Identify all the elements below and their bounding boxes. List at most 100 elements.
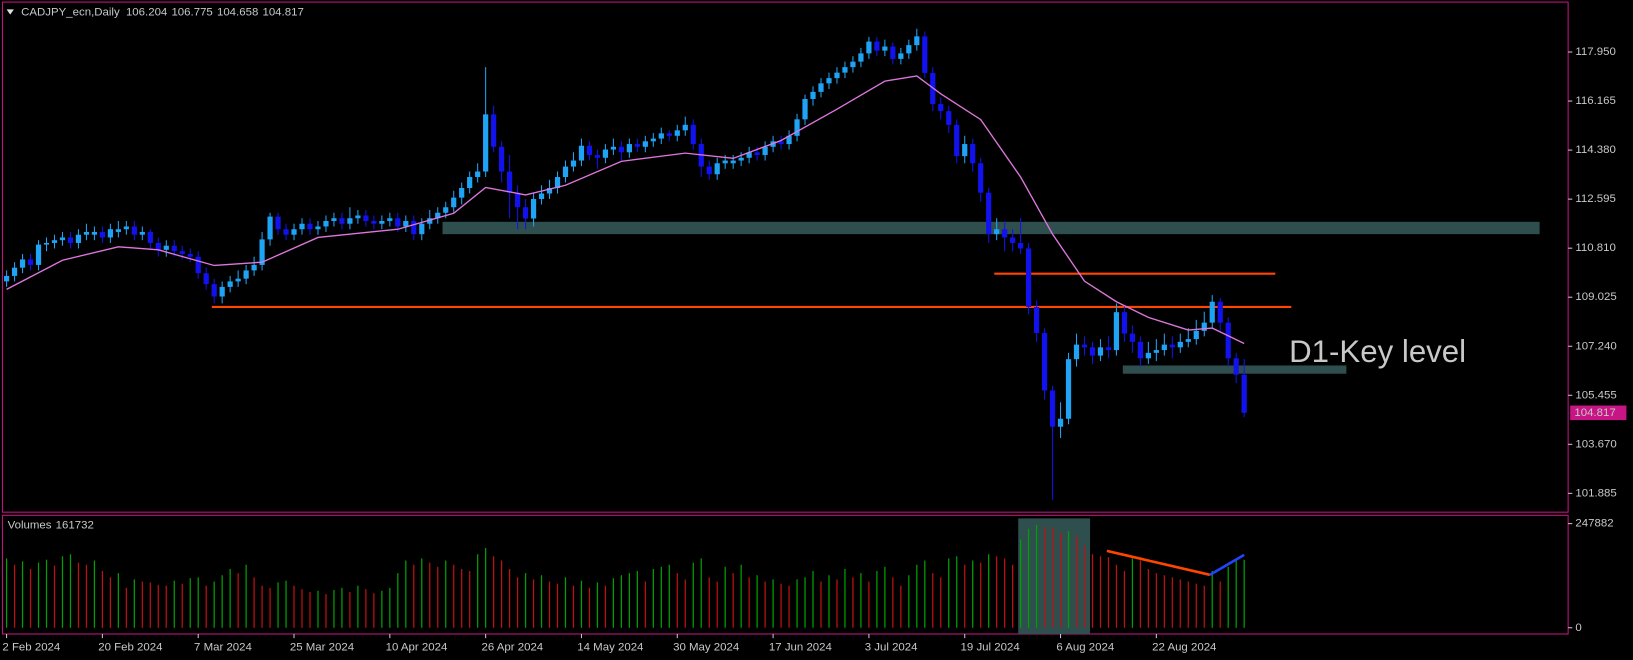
- candle-body: [3, 275, 10, 282]
- candle-body: [938, 103, 944, 112]
- volume-tick-label: 247882: [1575, 518, 1613, 530]
- volume-pane-border: [1, 514, 1569, 635]
- candle-body: [722, 160, 728, 164]
- candle-body: [650, 138, 656, 142]
- candle-body: [483, 114, 489, 172]
- candle-body: [554, 177, 561, 189]
- candle-body: [283, 229, 289, 235]
- candle-body: [347, 218, 353, 224]
- candle-body: [499, 146, 505, 172]
- candle-body: [898, 53, 904, 59]
- candle-body: [1145, 352, 1151, 359]
- candle-body: [387, 218, 393, 221]
- candle-body: [1002, 229, 1008, 238]
- candle-body: [794, 119, 800, 136]
- candle-body: [1089, 347, 1096, 356]
- candle-body: [802, 98, 808, 120]
- candle-body: [419, 223, 425, 235]
- candle-body: [443, 207, 449, 213]
- close-value: 104.817: [262, 7, 303, 19]
- candle-body: [275, 216, 281, 230]
- symbol-menu-icon[interactable]: [6, 9, 14, 15]
- candle-body: [211, 284, 217, 297]
- candle-body: [674, 130, 680, 136]
- candle-body: [818, 83, 824, 92]
- candle-body: [1010, 237, 1016, 243]
- candle-body: [570, 160, 577, 167]
- x-tick-label: 19 Jul 2024: [961, 642, 1021, 654]
- candle-body: [610, 146, 617, 150]
- candle-body: [267, 216, 273, 240]
- x-tick-label: 26 Apr 2024: [481, 642, 543, 654]
- candle-body: [594, 155, 601, 158]
- candle-body: [179, 251, 185, 254]
- candle-body: [1025, 248, 1032, 307]
- candle-body: [139, 231, 145, 235]
- candle-body: [1041, 333, 1048, 391]
- candle-body: [259, 239, 265, 265]
- candle-body: [115, 229, 121, 232]
- candle-body: [834, 72, 840, 79]
- candle-body: [491, 114, 497, 147]
- symbol-title: CADJPY_ecn,Daily: [21, 7, 120, 19]
- x-tick-label: 3 Jul 2024: [865, 642, 918, 654]
- candle-body: [1185, 339, 1191, 342]
- candle-body: [395, 218, 401, 227]
- x-tick-label: 22 Aug 2024: [1152, 642, 1217, 654]
- candle-body: [163, 245, 169, 250]
- high-value: 106.775: [171, 7, 212, 19]
- candle-body: [1225, 322, 1231, 359]
- candle-body: [75, 234, 82, 243]
- candle-body: [435, 212, 441, 219]
- candle-body: [1129, 333, 1135, 342]
- candle-body: [11, 267, 18, 276]
- price-tag: [1570, 405, 1627, 421]
- candle-body: [219, 286, 225, 297]
- candle-body: [578, 145, 585, 161]
- x-tick-label: 17 Jun 2024: [769, 642, 833, 654]
- candle-body: [1033, 306, 1040, 334]
- candle-body: [514, 192, 521, 208]
- candle-body: [626, 144, 632, 153]
- candle-body: [315, 226, 321, 230]
- volume-trend-line: [1106, 549, 1211, 577]
- candle-body: [994, 229, 1000, 235]
- y-tick-label: 110.810: [1575, 242, 1616, 254]
- low-value: 104.658: [217, 7, 258, 19]
- candle-body: [906, 45, 912, 54]
- candle-body: [914, 36, 920, 46]
- y-tick-label: 116.165: [1575, 95, 1616, 107]
- header: CADJPY_ecn,Daily 106.204 106.775 104.658 104…: [21, 7, 304, 19]
- y-tick-label: 114.380: [1575, 144, 1616, 156]
- candle-body: [251, 264, 257, 271]
- candle-body: [954, 124, 960, 157]
- price-tag-label: 104.817: [1574, 407, 1615, 419]
- candle-body: [323, 220, 329, 227]
- y-tick-label: 107.240: [1575, 340, 1616, 352]
- moving-average: [6, 75, 1245, 345]
- candle-body: [187, 253, 193, 257]
- candle-body: [602, 149, 609, 158]
- x-tick-label: 30 May 2024: [673, 642, 740, 654]
- candle-body: [507, 171, 513, 193]
- candle-body: [27, 259, 34, 265]
- candle-body: [475, 171, 481, 178]
- candle-body: [658, 133, 664, 139]
- x-tick-label: 2 Feb 2024: [2, 642, 61, 654]
- y-tick-label: 109.025: [1575, 291, 1616, 303]
- candle-body: [91, 231, 98, 235]
- volume-header: Volumes 161732: [8, 520, 94, 532]
- candle-body: [1113, 312, 1120, 351]
- candle-body: [35, 244, 42, 265]
- candle-body: [746, 152, 752, 158]
- candle-body: [826, 78, 832, 84]
- candle-body: [1161, 344, 1167, 351]
- candle-body: [946, 111, 952, 125]
- candle-body: [1137, 341, 1143, 359]
- candle-body: [171, 245, 177, 252]
- candle-body: [1169, 344, 1175, 348]
- candle-body: [131, 226, 137, 235]
- volume-trend-line: [1209, 553, 1245, 576]
